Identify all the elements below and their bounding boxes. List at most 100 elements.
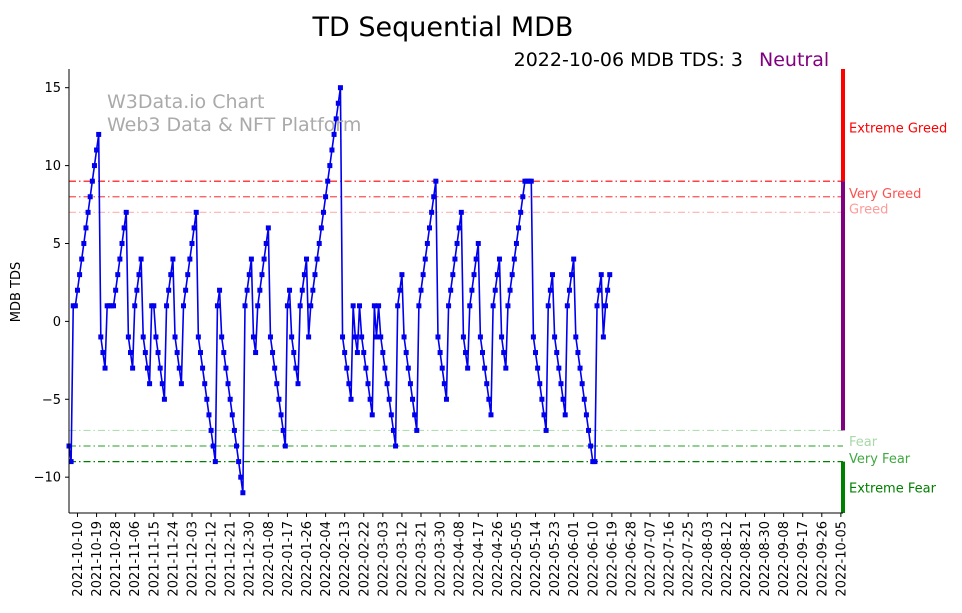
data-point-4	[74, 287, 80, 293]
data-point-148	[380, 350, 386, 356]
data-point-244	[583, 412, 589, 418]
data-point-87	[250, 334, 256, 340]
data-point-81	[238, 474, 244, 480]
data-point-222	[537, 381, 543, 387]
data-point-57	[187, 256, 193, 262]
data-point-7	[81, 240, 87, 246]
data-point-219	[530, 334, 536, 340]
data-point-149	[382, 365, 388, 371]
x-tick-label-26: 2022-06-01	[567, 521, 582, 597]
data-point-52	[176, 365, 182, 371]
data-point-177	[441, 381, 447, 387]
data-point-146	[376, 303, 382, 309]
data-point-33	[136, 272, 142, 278]
data-point-78	[231, 427, 237, 433]
data-point-75	[225, 381, 231, 387]
x-tick-label-9: 2021-12-30	[243, 521, 258, 597]
data-point-231	[556, 365, 562, 371]
data-point-207	[505, 303, 511, 309]
zone-label-5: Extreme Fear	[849, 482, 937, 497]
data-point-125	[331, 131, 337, 137]
data-point-255	[607, 272, 613, 278]
data-point-248	[592, 459, 598, 465]
x-tick-label-34: 2022-08-12	[720, 521, 735, 597]
data-point-1	[68, 459, 74, 465]
data-point-242	[579, 381, 585, 387]
data-point-93	[263, 240, 269, 246]
data-point-136	[354, 350, 360, 356]
data-point-132	[346, 381, 352, 387]
data-point-154	[393, 443, 399, 449]
x-tick-label-30: 2022-07-07	[644, 521, 659, 597]
data-point-129	[340, 334, 346, 340]
data-point-103	[284, 303, 290, 309]
data-point-145	[373, 334, 379, 340]
data-point-13	[94, 147, 100, 153]
data-point-238	[571, 256, 577, 262]
data-point-182	[452, 256, 458, 262]
data-point-96	[270, 350, 276, 356]
data-point-44	[159, 381, 165, 387]
data-point-249	[594, 303, 600, 309]
zone-label-3: Fear	[849, 435, 878, 450]
data-point-111	[301, 272, 307, 278]
data-point-84	[244, 287, 250, 293]
data-point-113	[306, 334, 312, 340]
data-point-95	[267, 334, 273, 340]
data-point-178	[443, 396, 449, 402]
data-point-62	[197, 350, 203, 356]
data-point-92	[261, 256, 267, 262]
data-point-24	[117, 256, 123, 262]
data-point-104	[287, 287, 293, 293]
x-tick-label-16: 2022-03-03	[376, 521, 391, 597]
x-tick-label-5: 2021-11-24	[166, 521, 181, 597]
x-tick-label-6: 2021-12-03	[185, 521, 200, 597]
data-point-133	[348, 396, 354, 402]
data-point-204	[499, 334, 505, 340]
data-point-58	[189, 240, 195, 246]
data-point-117	[314, 256, 320, 262]
data-point-124	[329, 147, 335, 153]
x-tick-label-17: 2022-03-12	[395, 521, 410, 597]
y-tick-label-5: −10	[34, 471, 61, 486]
data-point-15	[98, 334, 104, 340]
data-point-189	[467, 303, 473, 309]
data-point-89	[255, 303, 261, 309]
data-point-55	[183, 287, 189, 293]
data-point-227	[547, 287, 553, 293]
data-point-35	[140, 334, 146, 340]
data-point-50	[172, 334, 178, 340]
x-tick-label-39: 2022-09-26	[815, 521, 830, 597]
data-point-236	[566, 287, 572, 293]
data-point-218	[528, 178, 534, 184]
data-point-105	[289, 334, 295, 340]
data-point-9	[85, 209, 91, 215]
data-point-211	[513, 240, 519, 246]
data-point-240	[575, 350, 581, 356]
data-point-73	[221, 350, 227, 356]
data-point-166	[418, 287, 424, 293]
x-tick-label-36: 2022-08-30	[758, 521, 773, 597]
data-point-82	[240, 490, 246, 496]
data-point-69	[212, 459, 218, 465]
data-point-139	[361, 350, 367, 356]
data-point-40	[151, 303, 157, 309]
data-point-127	[335, 100, 341, 106]
data-point-157	[399, 272, 405, 278]
data-point-213	[518, 209, 524, 215]
data-point-201	[492, 287, 498, 293]
data-point-108	[295, 381, 301, 387]
data-point-156	[397, 287, 403, 293]
data-point-233	[560, 396, 566, 402]
status-text: 2022-10-06 MDB TDS: 3	[514, 49, 743, 71]
x-tick-label-0: 2021-10-10	[71, 521, 86, 597]
data-point-11	[89, 178, 95, 184]
series-line	[68, 87, 611, 493]
x-tick-label-4: 2021-11-15	[147, 521, 162, 597]
data-point-116	[312, 272, 318, 278]
data-point-251	[598, 272, 604, 278]
data-point-61	[195, 334, 201, 340]
zone-label-4: Very Fear	[849, 452, 911, 467]
data-point-241	[577, 365, 583, 371]
data-point-85	[246, 272, 252, 278]
